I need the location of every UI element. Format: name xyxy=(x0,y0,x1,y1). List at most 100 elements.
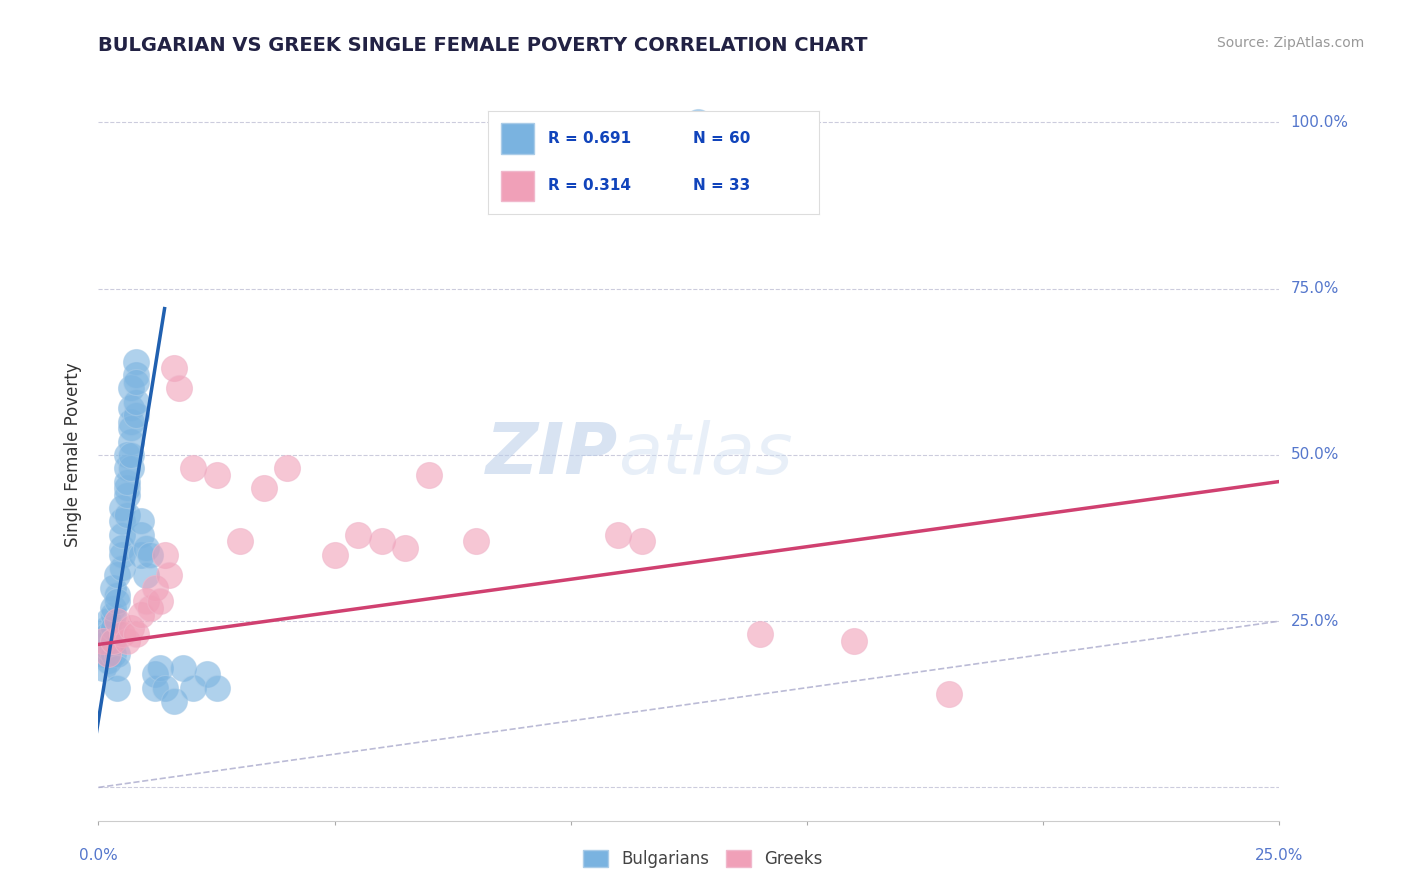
Point xyxy=(607,527,630,541)
Point xyxy=(253,481,276,495)
Point xyxy=(125,375,148,389)
Point xyxy=(229,534,252,549)
Point xyxy=(105,661,128,675)
Point xyxy=(143,667,166,681)
Point xyxy=(205,467,228,482)
Point xyxy=(115,448,138,462)
Point xyxy=(121,434,143,449)
Point xyxy=(143,581,166,595)
Point xyxy=(101,648,124,662)
Point xyxy=(149,661,172,675)
Point xyxy=(101,581,124,595)
Point xyxy=(121,461,143,475)
Y-axis label: Single Female Poverty: Single Female Poverty xyxy=(65,363,83,547)
Point xyxy=(111,627,134,641)
Text: 50.0%: 50.0% xyxy=(1291,448,1339,462)
Text: 0.0%: 0.0% xyxy=(79,848,118,863)
Point xyxy=(129,548,152,562)
Point xyxy=(163,361,186,376)
Point xyxy=(97,654,120,668)
Point xyxy=(181,461,204,475)
Point xyxy=(688,115,710,129)
Text: ZIP: ZIP xyxy=(486,420,619,490)
Point xyxy=(105,594,128,608)
Point xyxy=(157,567,180,582)
Point xyxy=(276,461,298,475)
Point xyxy=(115,481,138,495)
Text: Source: ZipAtlas.com: Source: ZipAtlas.com xyxy=(1216,36,1364,50)
Point xyxy=(105,681,128,695)
Point xyxy=(121,401,143,416)
Point xyxy=(111,561,134,575)
Point xyxy=(125,394,148,409)
Point xyxy=(111,548,134,562)
Point xyxy=(91,648,114,662)
Point xyxy=(394,541,416,555)
Point xyxy=(125,627,148,641)
Point xyxy=(111,515,134,529)
Text: 100.0%: 100.0% xyxy=(1291,115,1348,130)
Point xyxy=(97,627,120,641)
Point xyxy=(111,541,134,555)
Point xyxy=(139,600,162,615)
Point xyxy=(149,594,172,608)
Point xyxy=(121,381,143,395)
Point xyxy=(105,648,128,662)
Point xyxy=(938,687,960,701)
Point xyxy=(205,681,228,695)
Point xyxy=(91,661,114,675)
Point xyxy=(121,415,143,429)
Point xyxy=(115,488,138,502)
Point xyxy=(748,627,770,641)
Point xyxy=(844,634,866,648)
Point xyxy=(465,534,488,549)
Point xyxy=(91,634,114,648)
Text: 25.0%: 25.0% xyxy=(1256,848,1303,863)
Point xyxy=(111,501,134,516)
Point xyxy=(105,614,128,628)
Point xyxy=(153,548,176,562)
Point xyxy=(115,475,138,489)
Point xyxy=(135,541,157,555)
Point xyxy=(135,567,157,582)
Point xyxy=(115,461,138,475)
Point xyxy=(97,621,120,635)
Point xyxy=(111,527,134,541)
Point xyxy=(347,527,370,541)
Point xyxy=(97,648,120,662)
Text: atlas: atlas xyxy=(619,420,793,490)
Point xyxy=(121,621,143,635)
Point xyxy=(91,634,114,648)
Point xyxy=(97,634,120,648)
Point xyxy=(167,381,190,395)
Point xyxy=(97,614,120,628)
Point xyxy=(121,421,143,435)
Point xyxy=(129,607,152,622)
Point xyxy=(195,667,218,681)
Point xyxy=(105,567,128,582)
Point xyxy=(143,681,166,695)
Point xyxy=(139,548,162,562)
Point xyxy=(121,448,143,462)
Point xyxy=(135,594,157,608)
Point xyxy=(153,681,176,695)
Point xyxy=(101,621,124,635)
Point xyxy=(163,694,186,708)
Point xyxy=(181,681,204,695)
Point xyxy=(323,548,346,562)
Point xyxy=(125,408,148,422)
Point xyxy=(125,368,148,383)
Point xyxy=(172,661,194,675)
Point xyxy=(418,467,440,482)
Point xyxy=(630,534,652,549)
Text: 25.0%: 25.0% xyxy=(1291,614,1339,629)
Point xyxy=(101,634,124,648)
Point xyxy=(371,534,394,549)
Text: BULGARIAN VS GREEK SINGLE FEMALE POVERTY CORRELATION CHART: BULGARIAN VS GREEK SINGLE FEMALE POVERTY… xyxy=(98,36,868,54)
Point xyxy=(125,355,148,369)
Point xyxy=(101,600,124,615)
Point xyxy=(101,607,124,622)
Point xyxy=(115,508,138,522)
Point xyxy=(129,527,152,541)
Point xyxy=(105,588,128,602)
